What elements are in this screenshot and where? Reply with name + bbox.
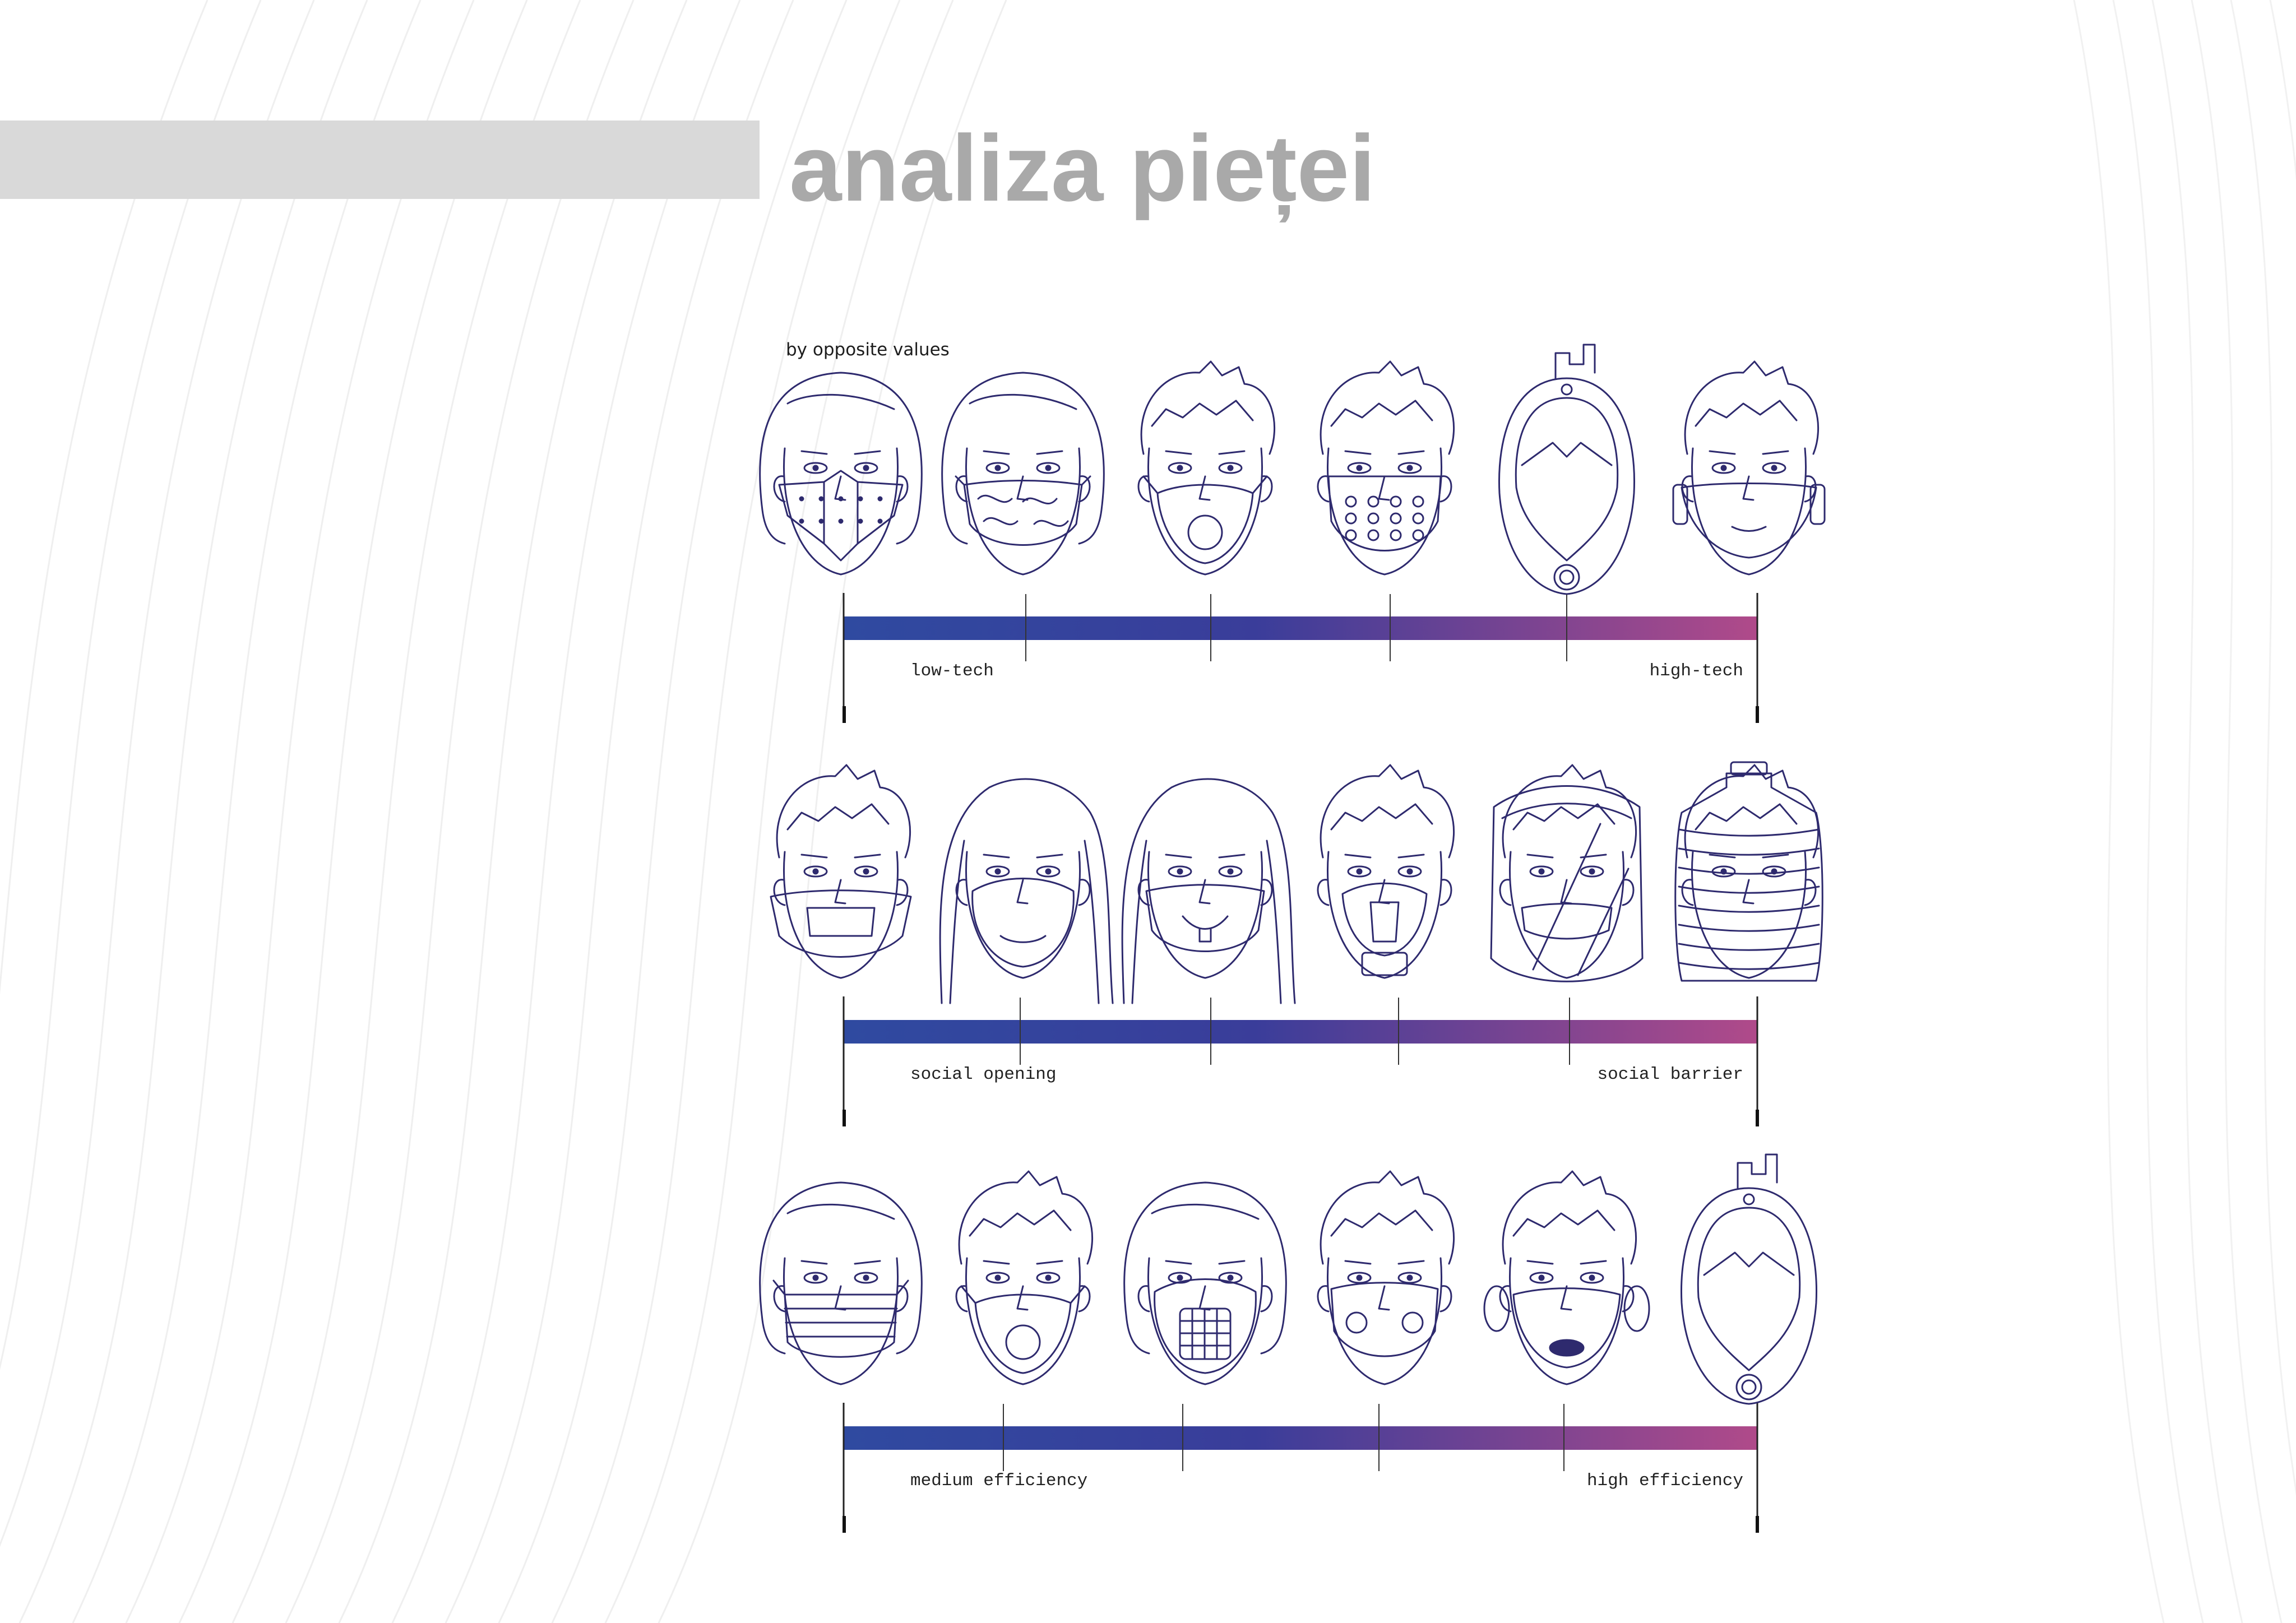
scale-end-cap-right (1756, 706, 1759, 723)
mask-sketch-full-face-snorkel-mask (1680, 1153, 1818, 1405)
scale-tech-right-label: high-tech (1649, 661, 1743, 681)
mask-sketch-half-face-filter-respirator (1317, 764, 1455, 979)
mask-sketch-patterned-cloth-mask (941, 372, 1105, 576)
mask-sketch-mesh-silicone-respirator (1123, 1181, 1287, 1385)
scale-social-left-label: social opening (910, 1065, 1057, 1084)
scale-end-cap-left (843, 1110, 846, 1126)
mask-sketch-surgical-mask (759, 1181, 923, 1385)
gradient-bar (844, 1020, 1757, 1044)
scale-efficiency-graphic (759, 1153, 1818, 1533)
mask-sketch-clear-tech-mask (1672, 360, 1826, 576)
mask-sketch-full-face-snorkel-mask (1498, 344, 1636, 595)
scale-tech-graphic (759, 344, 1826, 723)
title-bar (0, 120, 760, 199)
subtitle: by opposite values (786, 340, 950, 360)
page-title: analiza pieței (789, 115, 1376, 221)
mask-sketch-sport-filter-mask (1317, 1170, 1455, 1385)
scale-tech: low-tech high-tech (746, 344, 1861, 723)
scale-end-cap-right (1756, 1110, 1759, 1126)
scale-end-cap-right (1756, 1516, 1759, 1533)
mask-sketch-bottle-helmet (1674, 761, 1823, 982)
scale-social-graphic (770, 761, 1823, 1126)
scale-efficiency: medium efficiency high efficiency (746, 1153, 1861, 1533)
scale-tech-left-label: low-tech (910, 661, 994, 681)
mask-sketch-clear-mouth-mask (770, 764, 912, 979)
mask-sketch-valve-respirator (1137, 360, 1276, 576)
scale-efficiency-right-label: high efficiency (1586, 1471, 1743, 1491)
scale-social-right-label: social barrier (1597, 1065, 1743, 1084)
mask-sketch-origami-mask (759, 372, 923, 576)
mask-sketch-powered-respirator (1483, 1170, 1650, 1385)
mask-sketch-printed-smile-mask (1121, 778, 1296, 1004)
mask-sketch-n95-cup-mask (939, 778, 1114, 1004)
mask-sketch-valve-respirator (955, 1170, 1094, 1385)
scale-end-cap-left (843, 1516, 846, 1533)
mask-sketch-face-shield-hood (1490, 764, 1644, 982)
gradient-bar (844, 616, 1757, 640)
scale-efficiency-left-label: medium efficiency (910, 1471, 1088, 1491)
mask-sketch-perforated-sport-mask (1317, 360, 1455, 576)
scale-end-cap-left (843, 706, 846, 723)
scale-social: social opening social barrier (746, 751, 1861, 1126)
gradient-bar (844, 1426, 1757, 1450)
